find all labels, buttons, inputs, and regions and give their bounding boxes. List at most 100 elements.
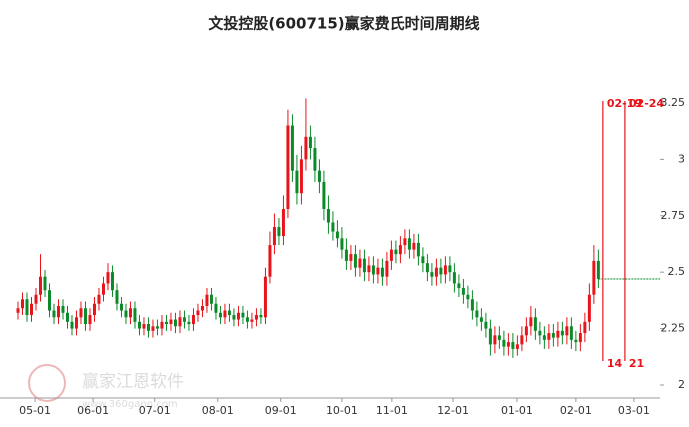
watermark: 赢家江恩软件 www.360gann.com [28,364,184,410]
candle-body [92,303,96,316]
candle-body [565,326,569,336]
candle-body [529,317,533,327]
candle-body [313,148,317,171]
candle-body [434,267,438,277]
candle-body [110,272,114,291]
candle-body [340,238,344,250]
candle-body [232,315,236,320]
candle-body [56,306,60,318]
cycle-date: 02-24 [629,97,665,110]
candle-body [592,260,596,295]
candle-body [151,326,155,331]
candle-body [524,326,528,336]
x-tick-label: 07-01 [139,404,171,417]
candle-body [520,335,524,345]
x-tick-label: 01-01 [501,404,533,417]
y-tick-label: 3 [678,152,685,165]
candle-body [160,321,164,329]
y-tick-label: 2.25 [661,322,686,335]
chart-title: 文投控股(600715)赢家费氏时间周期线 [208,15,479,33]
candle-body [461,287,465,295]
candle-body [389,249,393,261]
candle-body [182,317,186,322]
candle-body [34,294,38,304]
candle-body [29,303,33,316]
candle-body [124,310,128,318]
candle-body [551,333,555,338]
candle-body [398,245,402,255]
watermark-text: 赢家江恩软件 [82,372,184,392]
candle-body [569,326,573,340]
candle-body [209,294,213,304]
candle-body [466,294,470,300]
candle-body [542,335,546,340]
candle-body [286,125,290,209]
candle-body [299,159,303,194]
candle-body [511,342,515,349]
candle-body [259,315,263,318]
candle-body [587,294,591,322]
cycle-count: 21 [629,357,644,370]
candle-body [493,335,497,345]
candle-body [470,299,474,311]
candle-body [137,321,141,329]
x-tick-label: 06-01 [77,404,109,417]
candle-body [295,170,299,194]
candle-body [574,339,578,343]
x-tick-label: 09-01 [265,404,297,417]
candle-body [515,344,519,349]
candle-body [331,222,335,232]
candle-body [425,263,429,273]
candle-body [412,242,416,250]
candle-body [79,308,83,318]
candle-body [254,315,258,320]
candle-body [146,324,150,331]
candle-body [88,315,92,325]
candle-body [308,136,312,149]
candle-body [128,308,132,318]
candle-body [83,308,87,325]
candle-body [560,330,564,336]
candle-body [223,310,227,318]
candle-body [227,310,231,316]
candle-body [20,299,24,309]
candle-body [47,290,51,311]
candle-body [268,245,272,277]
candle-body [277,227,281,237]
candle-body [344,249,348,261]
candle-body [214,303,218,313]
candle-body [335,231,339,239]
y-tick-label: 2.75 [661,209,686,222]
candle-body [362,258,366,273]
candle-body [155,326,159,329]
candle-body [457,283,461,288]
candle-body [394,249,398,255]
candle-body [547,333,551,340]
candle-body [38,276,42,295]
candle-body [533,317,537,331]
candle-body [443,265,447,275]
candle-body [380,267,384,277]
candle-body [65,312,69,322]
x-tick-label: 03-01 [618,404,650,417]
candle-body [385,260,389,277]
candle-body [272,227,276,246]
candle-body [578,333,582,343]
candle-body [101,283,105,295]
candle-body [502,339,506,347]
candle-body [16,308,20,313]
candle-body [250,319,254,322]
candle-body [43,276,47,291]
candle-body [371,265,375,275]
candle-body [497,335,501,340]
candle-body [290,125,294,171]
candle-body [556,330,560,338]
candle-body [164,321,168,325]
x-tick-label: 02-01 [560,404,592,417]
candle-body [421,256,425,264]
candle-body [488,328,492,345]
x-tick-label: 10-01 [326,404,358,417]
candle-body [61,306,65,313]
candle-body [115,290,119,304]
